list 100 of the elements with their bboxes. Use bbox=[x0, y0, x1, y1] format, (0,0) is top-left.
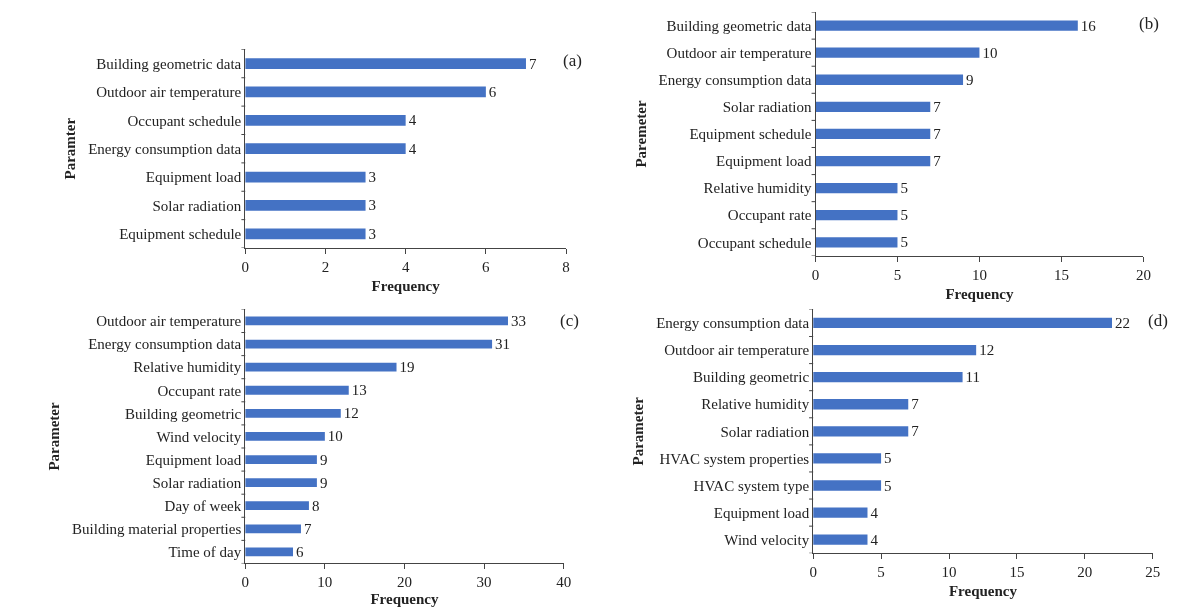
y-axis-title: Parameter bbox=[46, 401, 63, 471]
y-tick-label: Equipment schedule bbox=[119, 226, 242, 243]
data-label: 33 bbox=[511, 312, 526, 329]
x-axis-title: Frequency bbox=[948, 583, 1018, 600]
bar bbox=[245, 316, 508, 326]
x-tick-label: 20 bbox=[396, 574, 412, 591]
bar bbox=[245, 408, 341, 418]
y-tick-label: Building geometric bbox=[124, 405, 242, 422]
x-tick-label: 0 bbox=[811, 266, 820, 283]
y-tick-label: Wind velocity bbox=[724, 531, 810, 548]
bar bbox=[245, 200, 366, 211]
y-tick-label: Building geometric data bbox=[666, 17, 812, 34]
data-label: 12 bbox=[343, 405, 359, 422]
x-tick-label: 2 bbox=[321, 259, 330, 276]
y-tick-label: Outdoor air temperature bbox=[666, 44, 812, 61]
y-tick-label: Solar radiation bbox=[720, 423, 810, 440]
y-tick-label: Equipment schedule bbox=[689, 126, 812, 143]
bar bbox=[813, 453, 882, 464]
x-tick-label: 0 bbox=[241, 574, 249, 591]
bar bbox=[245, 339, 493, 349]
x-tick-label: 10 bbox=[941, 564, 957, 581]
y-tick-label: Time of day bbox=[168, 544, 242, 561]
x-tick-label: 0 bbox=[241, 259, 249, 276]
annotation: (c) bbox=[560, 311, 579, 330]
data-label: 5 bbox=[884, 477, 892, 494]
y-tick-label: Occupant schedule bbox=[697, 234, 812, 251]
y-tick-label: Equipment load bbox=[145, 169, 242, 186]
data-label: 4 bbox=[870, 504, 879, 521]
y-tick-label: Building geometric data bbox=[96, 55, 242, 72]
data-label: 22 bbox=[1115, 314, 1130, 331]
bar bbox=[245, 547, 294, 557]
y-tick-label: Outdoor air temperature bbox=[96, 313, 242, 330]
bar bbox=[815, 20, 1078, 31]
data-label: 13 bbox=[351, 382, 367, 399]
data-label: 4 bbox=[870, 531, 879, 548]
y-tick-label: Equipment load bbox=[716, 153, 812, 170]
y-tick-label: HVAC system properties bbox=[659, 450, 810, 467]
data-label: 5 bbox=[884, 450, 892, 467]
data-label: 16 bbox=[1080, 17, 1097, 34]
y-tick-label: HVAC system type bbox=[693, 477, 810, 494]
bar bbox=[813, 507, 868, 518]
x-axis-title: Frequency bbox=[371, 278, 441, 295]
x-tick-label: 20 bbox=[1135, 266, 1151, 283]
data-label: 11 bbox=[965, 369, 981, 386]
bar bbox=[815, 237, 898, 248]
bar bbox=[245, 524, 301, 534]
data-label: 5 bbox=[900, 234, 908, 251]
data-label: 9 bbox=[319, 474, 328, 491]
data-label: 6 bbox=[488, 83, 497, 100]
bar bbox=[245, 455, 317, 464]
x-tick-label: 20 bbox=[1077, 564, 1093, 581]
y-tick-label: Relative humidity bbox=[701, 396, 810, 413]
x-axis-title: Frequency bbox=[945, 285, 1014, 302]
data-label: 9 bbox=[319, 451, 328, 468]
bar bbox=[815, 155, 931, 167]
bar bbox=[245, 114, 406, 126]
bar bbox=[815, 74, 964, 85]
data-label: 3 bbox=[368, 197, 377, 214]
data-label: 3 bbox=[368, 169, 377, 186]
y-axis-title: Paremeter bbox=[632, 100, 649, 168]
x-tick-label: 15 bbox=[1053, 266, 1069, 283]
data-label: 7 bbox=[911, 423, 920, 440]
bar bbox=[245, 501, 309, 511]
y-tick-label: Building geometric bbox=[692, 369, 810, 386]
x-tick-label: 30 bbox=[476, 574, 492, 591]
annotation: (a) bbox=[563, 51, 582, 70]
y-tick-label: Energy consumption data bbox=[88, 140, 242, 157]
bar bbox=[813, 399, 909, 410]
data-label: 9 bbox=[966, 71, 974, 88]
y-tick-label: Wind velocity bbox=[156, 428, 242, 445]
y-tick-label: Solar radiation bbox=[722, 99, 812, 116]
y-axis-title: Paramter bbox=[62, 117, 79, 180]
bar bbox=[815, 47, 980, 58]
x-tick-label: 40 bbox=[556, 574, 572, 591]
x-tick-label: 8 bbox=[562, 259, 570, 276]
data-label: 7 bbox=[303, 520, 312, 537]
x-tick-label: 4 bbox=[401, 259, 410, 276]
y-tick-label: Outdoor air temperature bbox=[664, 342, 810, 359]
bar bbox=[245, 478, 317, 488]
x-tick-label: 10 bbox=[317, 574, 333, 591]
data-label: 5 bbox=[900, 207, 908, 224]
x-tick-label: 25 bbox=[1145, 564, 1161, 581]
bar bbox=[813, 344, 977, 356]
y-tick-label: Energy consumption data bbox=[88, 336, 242, 353]
y-tick-label: Relative humidity bbox=[703, 180, 812, 197]
data-label: 31 bbox=[495, 336, 511, 353]
data-label: 7 bbox=[933, 153, 942, 170]
bar bbox=[245, 385, 349, 395]
y-tick-label: Occupant rate bbox=[727, 207, 812, 224]
data-label: 7 bbox=[933, 125, 942, 142]
bar bbox=[245, 362, 397, 372]
bar bbox=[815, 101, 931, 112]
data-label: 8 bbox=[311, 497, 320, 514]
bar bbox=[813, 480, 882, 491]
annotation: (d) bbox=[1148, 311, 1168, 330]
data-label: 5 bbox=[900, 180, 908, 197]
data-label: 7 bbox=[933, 98, 942, 115]
data-label: 4 bbox=[408, 140, 417, 157]
data-label: 6 bbox=[296, 543, 305, 560]
bar bbox=[813, 372, 963, 383]
